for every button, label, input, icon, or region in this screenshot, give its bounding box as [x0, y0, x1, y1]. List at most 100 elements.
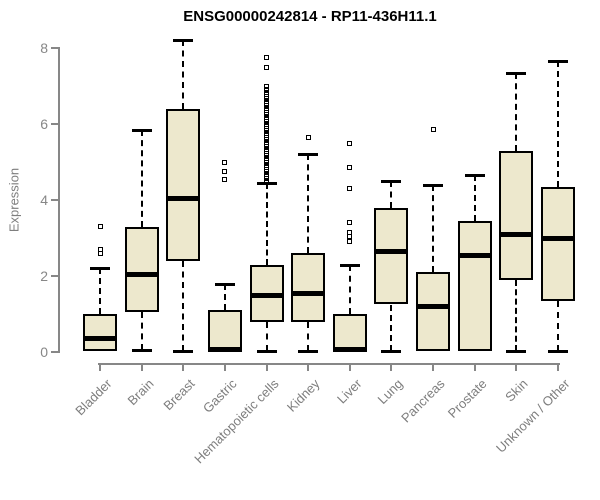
box: [541, 186, 576, 301]
whisker-cap: [90, 267, 110, 271]
y-tick-label: 8: [40, 40, 48, 56]
y-tick: [51, 123, 58, 125]
whisker-stem: [223, 284, 226, 311]
median-line: [249, 292, 284, 298]
median-line: [207, 346, 242, 352]
whisker-stem: [515, 279, 518, 352]
outlier-point: [264, 64, 270, 70]
whisker-cap: [131, 349, 152, 353]
whisker-stem: [557, 300, 560, 352]
y-tick-label: 0: [40, 344, 48, 360]
whisker-cap: [506, 350, 527, 354]
outlier-point: [347, 220, 353, 226]
x-tick: [182, 363, 185, 371]
whisker-stem: [307, 322, 310, 352]
y-tick: [51, 351, 58, 353]
whisker-cap: [298, 153, 319, 157]
chart-title: ENSG00000242814 - RP11-436H11.1: [183, 8, 437, 25]
box: [499, 150, 534, 280]
whisker-stem: [140, 129, 143, 227]
outlier-point: [430, 127, 436, 133]
whisker-stem: [182, 40, 185, 109]
box: [457, 220, 492, 352]
y-axis-line: [58, 47, 60, 353]
whisker-cap: [506, 71, 527, 75]
outlier-point: [97, 250, 103, 256]
whisker-cap: [548, 350, 569, 354]
whisker-stem: [390, 181, 393, 208]
median-line: [83, 336, 117, 342]
whisker-stem: [348, 264, 351, 314]
x-tick: [348, 363, 351, 371]
whisker-cap: [381, 180, 402, 183]
whisker-stem: [557, 61, 560, 187]
outlier-point: [97, 224, 103, 230]
whisker-stem: [265, 182, 268, 265]
whisker-cap: [548, 60, 569, 64]
whisker-stem: [182, 260, 185, 352]
median-line: [166, 195, 201, 201]
y-tick: [51, 47, 58, 49]
whisker-cap: [131, 128, 152, 132]
whisker-cap: [256, 350, 277, 354]
median-line: [541, 235, 576, 241]
median-line: [499, 231, 534, 237]
x-tick: [265, 363, 268, 371]
y-tick-label: 2: [40, 268, 48, 284]
box: [166, 108, 201, 261]
y-tick-label: 6: [40, 116, 48, 132]
outlier-point: [264, 178, 270, 184]
whisker-stem: [307, 154, 310, 254]
whisker-stem: [140, 312, 143, 351]
x-tick: [140, 363, 143, 371]
whisker-cap: [339, 263, 360, 267]
x-tick: [473, 363, 476, 371]
outlier-point: [222, 176, 228, 182]
outlier-point: [347, 233, 353, 239]
outlier-point: [347, 239, 353, 245]
whisker-cap: [464, 174, 485, 178]
median-line: [291, 290, 326, 296]
whisker-cap: [214, 283, 235, 287]
x-tick: [307, 363, 310, 371]
whisker-stem: [515, 72, 518, 151]
outlier-point: [305, 134, 311, 140]
outlier-point: [222, 169, 228, 174]
x-tick: [432, 363, 435, 371]
median-line: [416, 303, 451, 309]
whisker-cap: [173, 39, 194, 43]
outlier-point: [347, 140, 353, 146]
whisker-stem: [265, 321, 268, 352]
median-line: [332, 346, 367, 352]
box: [207, 310, 242, 352]
x-tick: [515, 363, 518, 371]
outlier-point: [264, 55, 270, 60]
whisker-cap: [173, 350, 194, 354]
x-tick: [557, 363, 560, 371]
box: [291, 253, 326, 323]
x-axis-line: [98, 363, 561, 365]
y-tick-label: 4: [40, 192, 48, 208]
whisker-cap: [298, 350, 319, 354]
median-line: [374, 248, 409, 254]
box: [416, 272, 451, 352]
box: [124, 226, 159, 313]
whisker-stem: [432, 184, 435, 273]
whisker-stem: [390, 304, 393, 352]
box: [374, 207, 409, 305]
outlier-point: [222, 159, 228, 165]
box: [332, 314, 367, 352]
whisker-stem: [473, 175, 476, 221]
whisker-stem: [99, 268, 101, 314]
x-tick: [99, 363, 101, 371]
whisker-cap: [381, 350, 402, 354]
y-tick: [51, 275, 58, 277]
outlier-point: [347, 186, 353, 192]
x-tick: [390, 363, 393, 371]
median-line: [457, 252, 492, 258]
box: [83, 314, 117, 352]
y-tick: [51, 199, 58, 201]
median-line: [124, 271, 159, 277]
